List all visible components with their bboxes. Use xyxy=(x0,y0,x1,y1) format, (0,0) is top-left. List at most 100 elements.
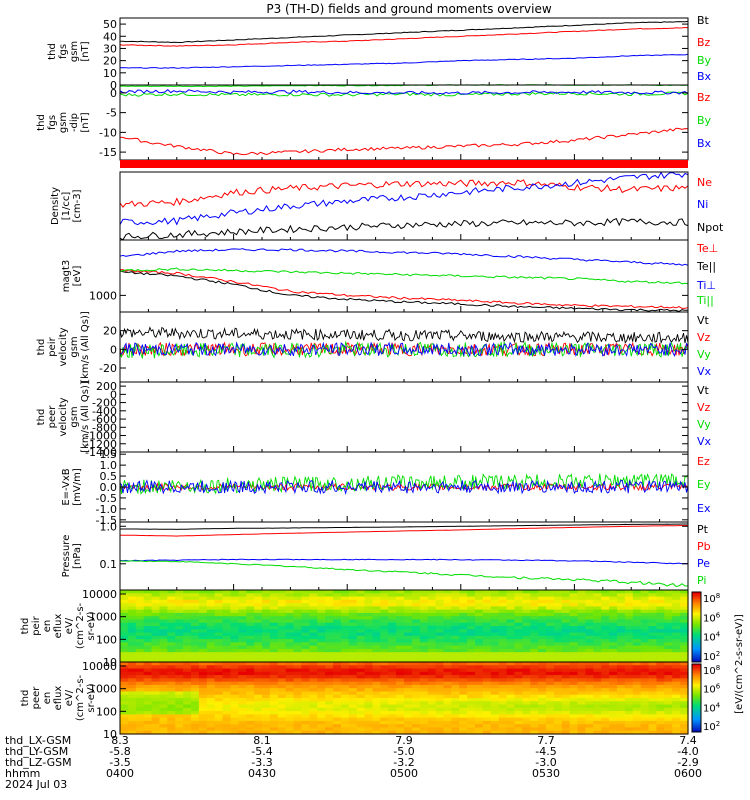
heat-cell xyxy=(632,724,642,729)
heat-cell xyxy=(585,707,594,712)
heat-cell xyxy=(443,720,452,725)
heat-cell xyxy=(325,678,334,683)
heat-cell xyxy=(601,652,610,657)
heat-cell xyxy=(522,701,531,706)
heat-cell xyxy=(617,694,626,699)
heat-cell xyxy=(569,730,579,735)
heat-cell xyxy=(333,704,342,709)
heat-cell xyxy=(522,704,531,709)
heat-cell xyxy=(435,691,445,696)
heat-cell xyxy=(151,704,161,709)
heat-cell xyxy=(506,599,516,604)
heat-cell xyxy=(309,701,318,706)
colorbar-cell xyxy=(692,669,701,672)
heat-cell xyxy=(388,629,397,634)
heat-cell xyxy=(617,727,626,732)
heat-cell xyxy=(624,639,634,643)
heat-cell xyxy=(593,612,602,617)
heat-cell xyxy=(624,593,634,598)
heat-cell xyxy=(617,681,626,686)
heat-cell xyxy=(340,619,350,624)
heat-cell xyxy=(356,704,366,709)
heat-cell xyxy=(419,639,429,643)
heat-cell xyxy=(301,698,310,702)
heat-cell xyxy=(309,727,318,732)
heat-cell xyxy=(664,665,673,670)
heat-cell xyxy=(569,675,579,679)
heat-cell xyxy=(167,704,176,709)
heat-cell xyxy=(601,629,610,634)
heat-cell xyxy=(656,662,665,666)
heat-cell xyxy=(530,619,539,624)
heat-cell xyxy=(538,626,547,630)
heat-cell xyxy=(293,606,303,611)
heat-cell xyxy=(285,652,295,657)
heat-cell xyxy=(553,662,563,666)
heat-cell xyxy=(198,622,208,627)
heat-cell xyxy=(143,622,153,627)
heat-cell xyxy=(553,603,563,607)
heat-cell xyxy=(269,671,279,676)
heat-cell xyxy=(380,678,389,683)
heat-cell xyxy=(151,678,161,683)
heat-cell xyxy=(672,616,681,621)
heat-cell xyxy=(309,658,318,663)
heat-cell xyxy=(198,662,208,666)
heat-cell xyxy=(277,616,287,621)
heat-cell xyxy=(538,599,547,604)
heat-cell xyxy=(648,665,658,670)
heat-cell xyxy=(522,678,531,683)
heat-cell xyxy=(396,655,405,660)
heat-cell xyxy=(656,599,665,604)
heat-cell xyxy=(277,724,287,729)
heat-cell xyxy=(333,707,342,712)
heat-cell xyxy=(656,616,665,621)
heat-cell xyxy=(143,684,153,689)
heat-cell xyxy=(467,662,476,666)
heat-cell xyxy=(301,652,310,657)
heat-cell xyxy=(569,671,579,676)
heat-cell xyxy=(569,698,579,702)
heat-cell xyxy=(585,671,594,676)
heat-cell xyxy=(411,720,421,725)
heat-cell xyxy=(325,606,334,611)
heat-cell xyxy=(293,720,303,725)
heat-cell xyxy=(680,675,689,679)
heat-cell xyxy=(577,593,587,598)
heat-cell xyxy=(514,596,523,601)
heat-cell xyxy=(364,717,374,722)
heat-cell xyxy=(175,606,184,611)
heat-cell xyxy=(467,704,476,709)
heat-cell xyxy=(301,707,310,712)
heat-cell xyxy=(191,662,200,666)
heat-cell xyxy=(553,671,563,676)
heat-cell xyxy=(222,629,232,634)
heat-cell xyxy=(530,609,539,614)
heat-cell xyxy=(530,655,539,660)
heat-cell xyxy=(230,724,239,729)
heat-cell xyxy=(127,727,137,732)
heat-cell xyxy=(577,671,587,676)
heat-cell xyxy=(175,658,184,663)
ylabel-line: Pressure xyxy=(61,535,72,578)
heat-cell xyxy=(364,684,374,689)
ytick-label: 100 xyxy=(96,705,117,718)
heat-cell xyxy=(664,616,673,621)
heat-cell xyxy=(585,694,594,699)
heat-cell xyxy=(561,665,571,670)
heat-cell xyxy=(664,684,673,689)
heat-cell xyxy=(159,730,168,735)
heat-cell xyxy=(340,671,350,676)
ytick-label: 1000 xyxy=(89,611,117,624)
heat-cell xyxy=(404,626,413,630)
heat-cell xyxy=(435,645,445,650)
heat-cell xyxy=(325,717,334,722)
heat-cell xyxy=(427,675,437,679)
heat-cell xyxy=(593,593,602,598)
heat-cell xyxy=(680,724,689,729)
heat-cell xyxy=(396,675,405,679)
heat-cell xyxy=(475,675,484,679)
heat-cell xyxy=(127,603,137,607)
heat-cell xyxy=(175,720,184,725)
